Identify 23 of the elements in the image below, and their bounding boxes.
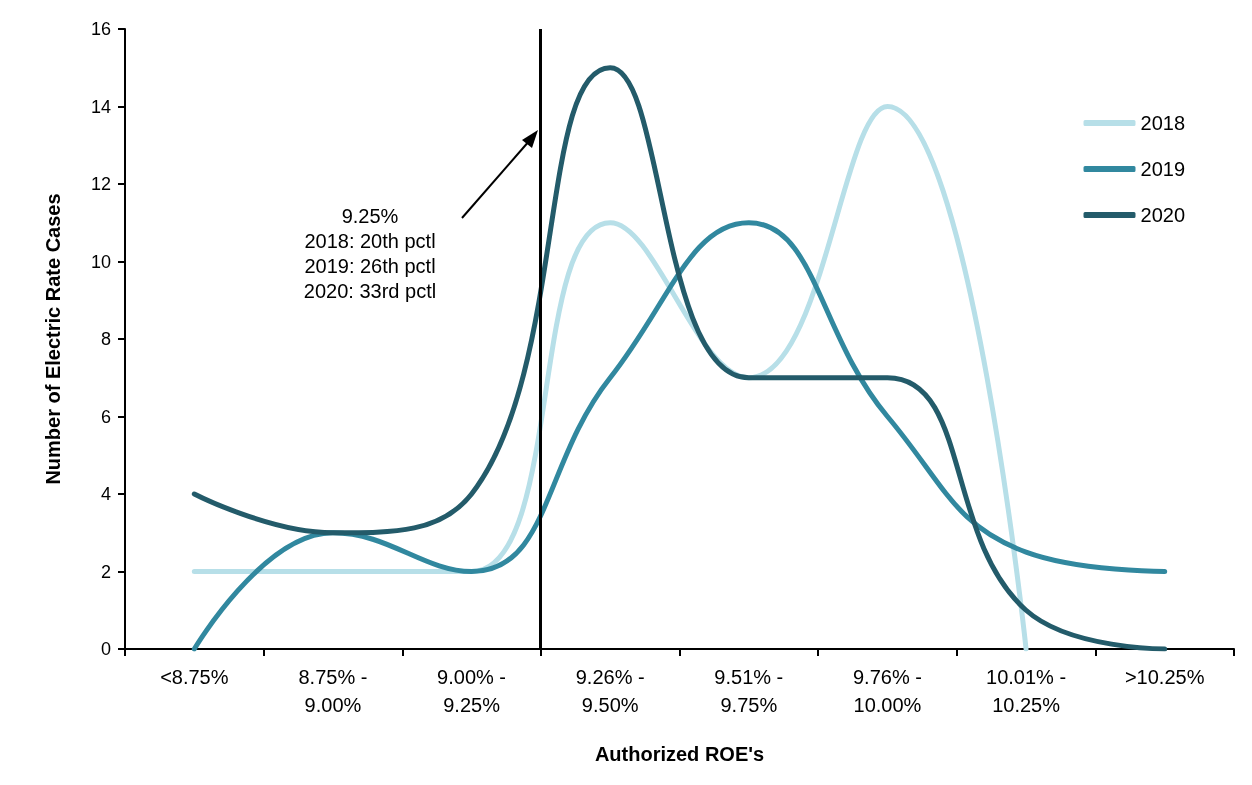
x-tick-label: >10.25% <box>1124 666 1205 688</box>
x-tick-label: 9.76% - 10.00% <box>852 666 922 716</box>
x-tick-label: <8.75% <box>160 666 229 688</box>
legend-label: 2019 <box>1140 158 1186 180</box>
legend-label: 2020 <box>1140 204 1186 226</box>
y-axis-title: Number of Electric Rate Cases <box>42 193 64 485</box>
x-tick-label: 8.75% - 9.00% <box>298 666 368 716</box>
y-tick-label: 0 <box>100 639 111 659</box>
y-tick-label: 4 <box>100 484 111 504</box>
y-tick-label: 8 <box>100 329 111 349</box>
x-tick-label: 9.26% - 9.50% <box>575 666 645 716</box>
x-tick-label: 10.01% - 10.25% <box>986 666 1067 716</box>
legend-label: 2018 <box>1140 112 1186 134</box>
y-tick-label: 6 <box>100 406 111 427</box>
y-tick-label: 16 <box>90 19 111 39</box>
annotation: 9.25% 2018: 20th pctl 2019: 26th pctl 2020: 33rd pctl <box>303 204 437 302</box>
x-tick-label: 9.00% - 9.25% <box>437 666 507 716</box>
y-tick-label: 2 <box>100 561 111 582</box>
x-axis-title: Authorized ROE's <box>594 743 765 765</box>
y-tick-label: 10 <box>90 251 111 272</box>
y-tick-label: 12 <box>90 174 111 194</box>
y-tick-label: 14 <box>90 96 111 117</box>
x-tick-label: 9.51% - 9.75% <box>714 666 784 716</box>
